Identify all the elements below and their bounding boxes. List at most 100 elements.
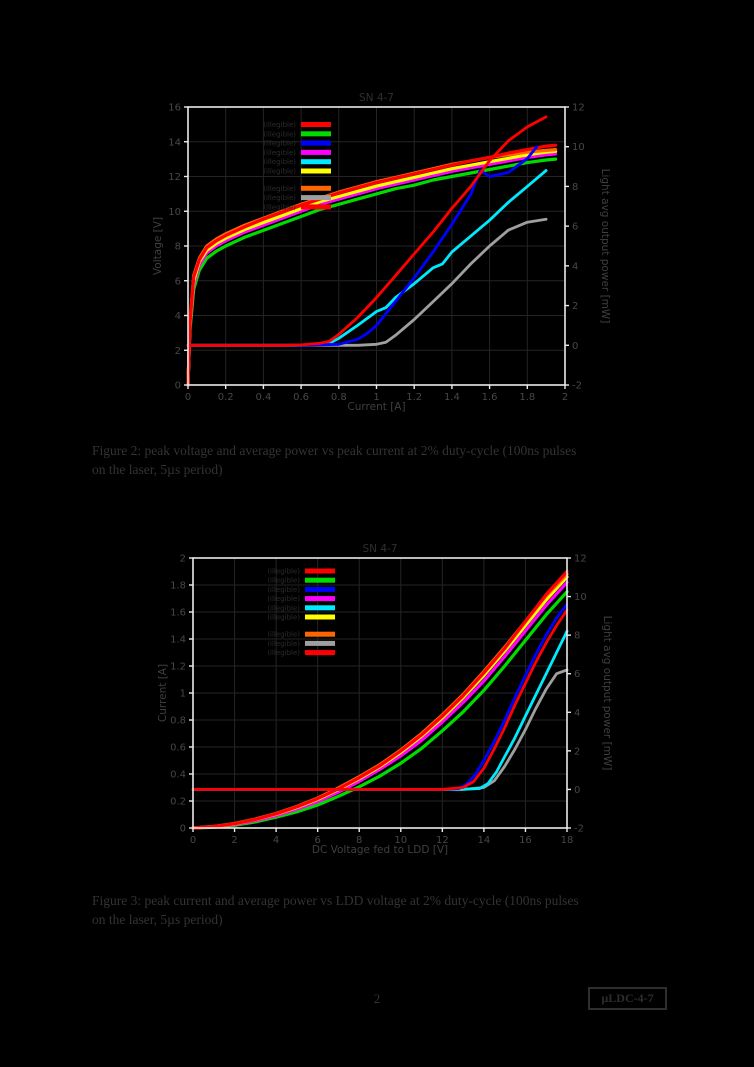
x-tick-label: 0	[185, 392, 191, 403]
x-axis-label: Current [A]	[347, 401, 405, 413]
chart-title: SN 4-7	[359, 92, 394, 104]
y-tick-label-right: 6	[574, 669, 580, 680]
series-voltage-red	[186, 143, 558, 387]
y-tick-label-right: -2	[574, 824, 584, 835]
y-tick-label-right: 4	[574, 708, 580, 719]
legend-swatch	[305, 596, 335, 602]
legend-label: (illegible)	[263, 121, 296, 129]
series-power-blue	[186, 145, 539, 347]
x-tick-label: 2	[231, 835, 237, 846]
x-tick-label: 0.4	[255, 392, 271, 403]
chart-1: 0 0.2 0.4 0.6 0.8 1 1.2 1.4 1.6 1.8 2 0 2 4 6 8 10 12 14 16…	[152, 92, 611, 413]
y-tick-label-right: 0	[574, 785, 580, 796]
legend-label: (illegible)	[267, 595, 300, 603]
figure-3-caption: Figure 3: peak current and average power…	[92, 891, 674, 929]
y-tick-label-right: -2	[572, 381, 582, 392]
legend-swatch	[305, 650, 335, 656]
x-tick-label: 2	[562, 392, 568, 403]
y-tick-label-left: 6	[175, 276, 181, 287]
page-number: 2	[373, 991, 381, 1006]
legend-swatch	[305, 631, 335, 637]
figure-2-caption-line2: on the laser, 5µs period)	[92, 462, 223, 477]
y-tick-label-right: 0	[572, 341, 578, 352]
y-tick-label-left: 2	[175, 346, 181, 357]
x-tick-label: 0.6	[293, 392, 309, 403]
legend-swatch	[305, 568, 335, 574]
y-tick-label-left: 1.8	[170, 581, 186, 592]
y-tick-label-left: 0.8	[170, 716, 186, 727]
legend-label: (illegible)	[267, 640, 300, 648]
y-tick-label-left: 14	[168, 137, 181, 148]
y-tick-label-left: 8	[175, 242, 181, 253]
x-tick-label: 10	[394, 835, 407, 846]
x-tick-label: 14	[478, 835, 491, 846]
y-tick-label-right: 2	[574, 746, 580, 757]
legend-label: (illegible)	[267, 586, 300, 594]
x-tick-label: 1.4	[444, 392, 460, 403]
legend-label: (illegible)	[263, 168, 296, 176]
y-tick-label-left: 12	[168, 172, 181, 183]
legend-label: (illegible)	[263, 130, 296, 138]
figure-2-caption: Figure 2: peak voltage and average power…	[92, 441, 674, 479]
y-tick-label-left: 0	[175, 381, 181, 392]
x-tick-label: 1.6	[482, 392, 498, 403]
y-axis-label-right: Light avg output power [mW]	[599, 169, 611, 324]
legend-label: (illegible)	[263, 194, 296, 202]
legend-swatch	[305, 577, 335, 583]
series-power-red	[186, 115, 548, 347]
legend-swatch	[305, 605, 335, 611]
legend-label: (illegible)	[263, 140, 296, 148]
legend-label: (illegible)	[263, 203, 296, 211]
legend-label: (illegible)	[267, 604, 300, 612]
legend-label: (illegible)	[267, 631, 300, 639]
legend-label: (illegible)	[263, 185, 296, 193]
legend-swatch	[305, 586, 335, 592]
figure-2-caption-line1: Figure 2: peak voltage and average power…	[92, 443, 577, 458]
x-tick-label: 1.8	[519, 392, 535, 403]
y-tick-label-right: 4	[572, 261, 578, 272]
y-tick-label-right: 10	[572, 142, 585, 153]
series-power-red	[191, 608, 569, 791]
legend-swatch	[301, 185, 331, 191]
series-current-green	[191, 590, 569, 830]
legend-swatch	[301, 159, 331, 165]
series-current-red	[191, 569, 569, 830]
legend-swatch	[305, 614, 335, 620]
legend-swatch	[301, 195, 331, 201]
y-tick-label-left: 4	[175, 311, 181, 322]
y-tick-label-right: 10	[574, 592, 587, 603]
legend-label: (illegible)	[263, 149, 296, 157]
legend-swatch	[305, 640, 335, 646]
y-tick-label-left: 0.4	[170, 770, 186, 781]
legend-swatch	[301, 168, 331, 174]
y-tick-label-left: 1	[180, 689, 186, 700]
y-axis-label-left: Current [A]	[157, 664, 169, 722]
series-voltage-green	[186, 157, 558, 387]
legend-swatch	[301, 204, 331, 210]
y-tick-label-left: 1.4	[170, 635, 186, 646]
doc-id-badge-label: µLDC-4-7	[601, 991, 654, 1005]
x-tick-label: 0.8	[331, 392, 347, 403]
legend-label: (illegible)	[267, 649, 300, 657]
y-tick-label-right: 8	[574, 631, 580, 642]
y-tick-label-right: 12	[574, 554, 587, 565]
y-tick-label-left: 10	[168, 207, 181, 218]
y-axis-label-right: Light avg output power [mW]	[601, 616, 613, 771]
x-tick-label: 12	[436, 835, 449, 846]
y-tick-label-left: 2	[180, 554, 186, 565]
legend-swatch	[301, 122, 331, 127]
legend-label: (illegible)	[263, 158, 296, 166]
figure-3-caption-line2: on the laser, 5µs period)	[92, 912, 223, 927]
y-tick-label-left: 0.6	[170, 743, 186, 754]
x-tick-label: 18	[561, 835, 574, 846]
legend-label: (illegible)	[267, 577, 300, 585]
legend-swatch	[301, 131, 331, 137]
legend-swatch	[301, 149, 331, 155]
y-tick-label-right: 2	[572, 301, 578, 312]
legend-label: (illegible)	[267, 568, 300, 576]
chart-2: 0 2 4 6 8 10 12 14 16 18 0 0.2 0.4 0.6 0.8 1 1.2 1.4 1.6 1.…	[157, 543, 613, 856]
y-tick-label-left: 0.2	[170, 797, 186, 808]
legend-label: (illegible)	[267, 614, 300, 622]
legend-swatch	[301, 140, 331, 146]
